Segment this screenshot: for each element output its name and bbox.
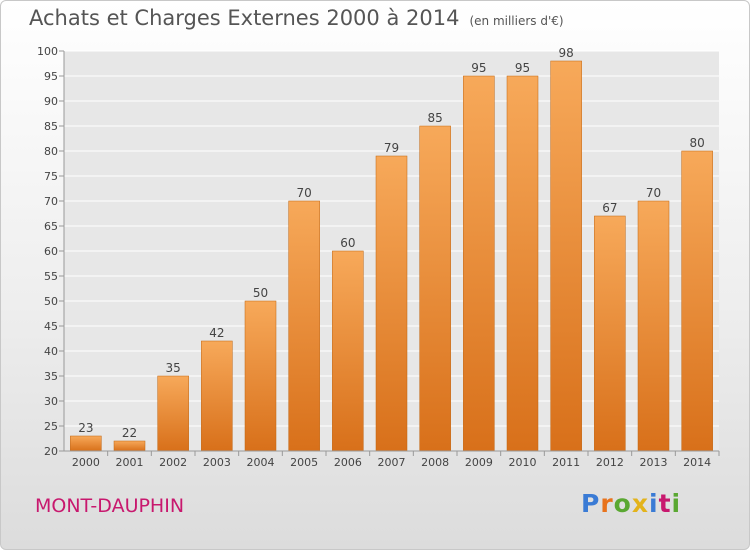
x-tick-label: 2002 (159, 456, 187, 469)
x-tick-label: 2007 (378, 456, 406, 469)
data-label: 42 (209, 326, 224, 340)
data-label: 22 (122, 426, 137, 440)
data-label: 95 (515, 61, 530, 75)
data-label: 50 (253, 286, 268, 300)
logo-letter: t (658, 489, 672, 518)
x-tick-label: 2014 (683, 456, 711, 469)
x-axis: 2000 2001 2002 2003 2004 2005 2006 2007 2008 2009… (64, 450, 720, 469)
y-tick-label: 35 (44, 370, 58, 383)
x-tick-label: 2009 (465, 456, 493, 469)
y-tick-label: 25 (44, 420, 58, 433)
y-tick-label: 45 (44, 320, 58, 333)
y-tick-label: 40 (44, 345, 58, 358)
y-axis: 20 25 30 35 40 45 50 55 60 65 70 75 80 85 90 95 100 (37, 45, 65, 458)
bar-2006 (332, 250, 364, 452)
chart-title: Achats et Charges Externes 2000 à 2014 (e… (29, 6, 564, 30)
logo-letter: x (631, 489, 649, 518)
bar-2012 (594, 215, 626, 452)
chart-subtitle: (en milliers d'€) (469, 14, 564, 28)
bar-2001 (113, 440, 146, 452)
y-tick-label: 20 (44, 445, 58, 458)
logo-letter: r (600, 489, 614, 518)
x-tick-label: 2008 (421, 456, 449, 469)
x-tick-label: 2006 (334, 456, 362, 469)
data-labels: 23 22 35 42 50 70 60 79 85 95 95 98 67 70 80 (78, 46, 705, 440)
y-tick-label: 70 (44, 195, 58, 208)
x-tick-label: 2012 (596, 456, 624, 469)
bar-2004 (244, 300, 277, 452)
y-tick-label: 90 (44, 95, 58, 108)
bar-2003 (201, 340, 233, 452)
x-tick-label: 2001 (116, 456, 144, 469)
logo-letter: P (581, 489, 601, 518)
x-tick-label: 2010 (509, 456, 537, 469)
data-label: 95 (471, 61, 486, 75)
x-tick-label: 2005 (290, 456, 318, 469)
x-tick-label: 2000 (72, 456, 100, 469)
data-label: 85 (428, 111, 443, 125)
x-tick-label: 2003 (203, 456, 231, 469)
y-tick-label: 100 (37, 45, 58, 58)
bars (70, 60, 713, 452)
bar-2008 (419, 125, 451, 452)
y-tick-label: 30 (44, 395, 58, 408)
bar-2009 (463, 75, 495, 452)
logo-letter: i (671, 489, 682, 518)
data-label: 70 (297, 186, 312, 200)
bar-2011 (550, 60, 582, 452)
x-tick-label: 2004 (247, 456, 275, 469)
y-tick-label: 55 (44, 270, 58, 283)
data-label: 60 (340, 236, 355, 250)
y-tick-label: 95 (44, 70, 58, 83)
bar-2013 (637, 200, 670, 452)
data-label: 80 (690, 136, 705, 150)
bar-2007 (375, 155, 408, 452)
bar-2010 (506, 75, 539, 452)
bar-2002 (157, 375, 189, 452)
bar-2000 (70, 435, 102, 452)
data-label: 23 (78, 421, 93, 435)
y-tick-label: 85 (44, 120, 58, 133)
x-tick-label: 2013 (640, 456, 668, 469)
bar-2005 (288, 200, 320, 452)
x-tick-label: 2011 (552, 456, 580, 469)
logo-letter: o (613, 489, 632, 518)
y-tick-label: 65 (44, 220, 58, 233)
bar-2014 (681, 150, 713, 452)
y-tick-label: 75 (44, 170, 58, 183)
proxiti-logo: Proxiti (581, 489, 681, 518)
y-tick-label: 50 (44, 295, 58, 308)
logo-letter: i (649, 489, 659, 518)
data-label: 79 (384, 141, 399, 155)
data-label: 35 (166, 361, 181, 375)
y-tick-label: 60 (44, 245, 58, 258)
data-label: 98 (559, 46, 574, 60)
data-label: 70 (646, 186, 661, 200)
y-tick-label: 80 (44, 145, 58, 158)
commune-name: MONT-DAUPHIN (35, 495, 185, 517)
data-label: 67 (602, 201, 617, 215)
